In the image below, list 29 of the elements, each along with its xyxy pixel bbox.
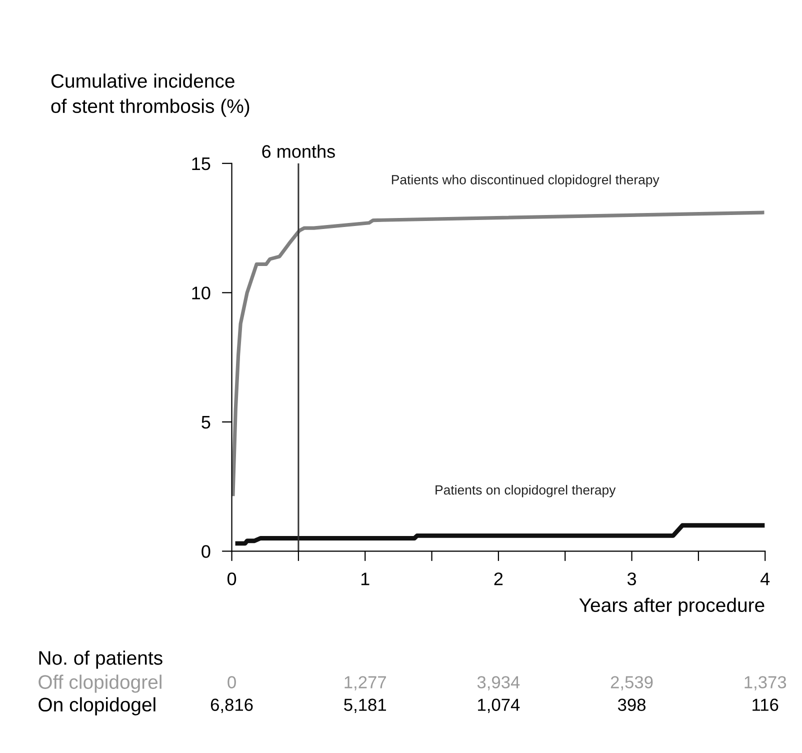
- text: 1,373: [744, 676, 786, 690]
- line-series: [232, 210, 764, 496]
- text: Patients who discontinued clopidogrel therapy: [392, 174, 660, 187]
- y-tick-label: 10: [192, 286, 210, 300]
- y-tick-label: 0: [202, 545, 210, 558]
- text: 2,539: [610, 676, 653, 690]
- x-tick-label: 3: [627, 572, 636, 586]
- x-axis-title: Years after procedure: [579, 598, 764, 616]
- text: 1,074: [478, 698, 520, 714]
- x-tick-label: 1: [361, 572, 370, 586]
- text: No. of patients: [39, 650, 162, 669]
- text: 3,934: [477, 676, 520, 690]
- ref-line-label: 6 months: [262, 144, 335, 158]
- text: 116: [752, 698, 778, 711]
- x-tick-label: 4: [760, 572, 770, 586]
- text: 5,181: [344, 698, 386, 714]
- text: On clopidogel: [38, 697, 156, 716]
- text: 1,277: [344, 676, 386, 690]
- text: Off clopidogrel: [38, 674, 162, 693]
- text: Patients on clopidogrel therapy: [436, 484, 616, 498]
- y-axis-title: Cumulative incidence of stent thrombosis (%): [51, 74, 250, 117]
- x-tick-label: 0: [227, 572, 236, 586]
- text: 6,816: [210, 698, 253, 714]
- y-tick-label: 15: [192, 158, 210, 170]
- y-tick-label: 5: [202, 416, 210, 429]
- text: 0: [228, 676, 236, 688]
- x-tick-label: 2: [494, 572, 503, 586]
- line-series: [235, 523, 765, 546]
- text: 398: [618, 698, 646, 711]
